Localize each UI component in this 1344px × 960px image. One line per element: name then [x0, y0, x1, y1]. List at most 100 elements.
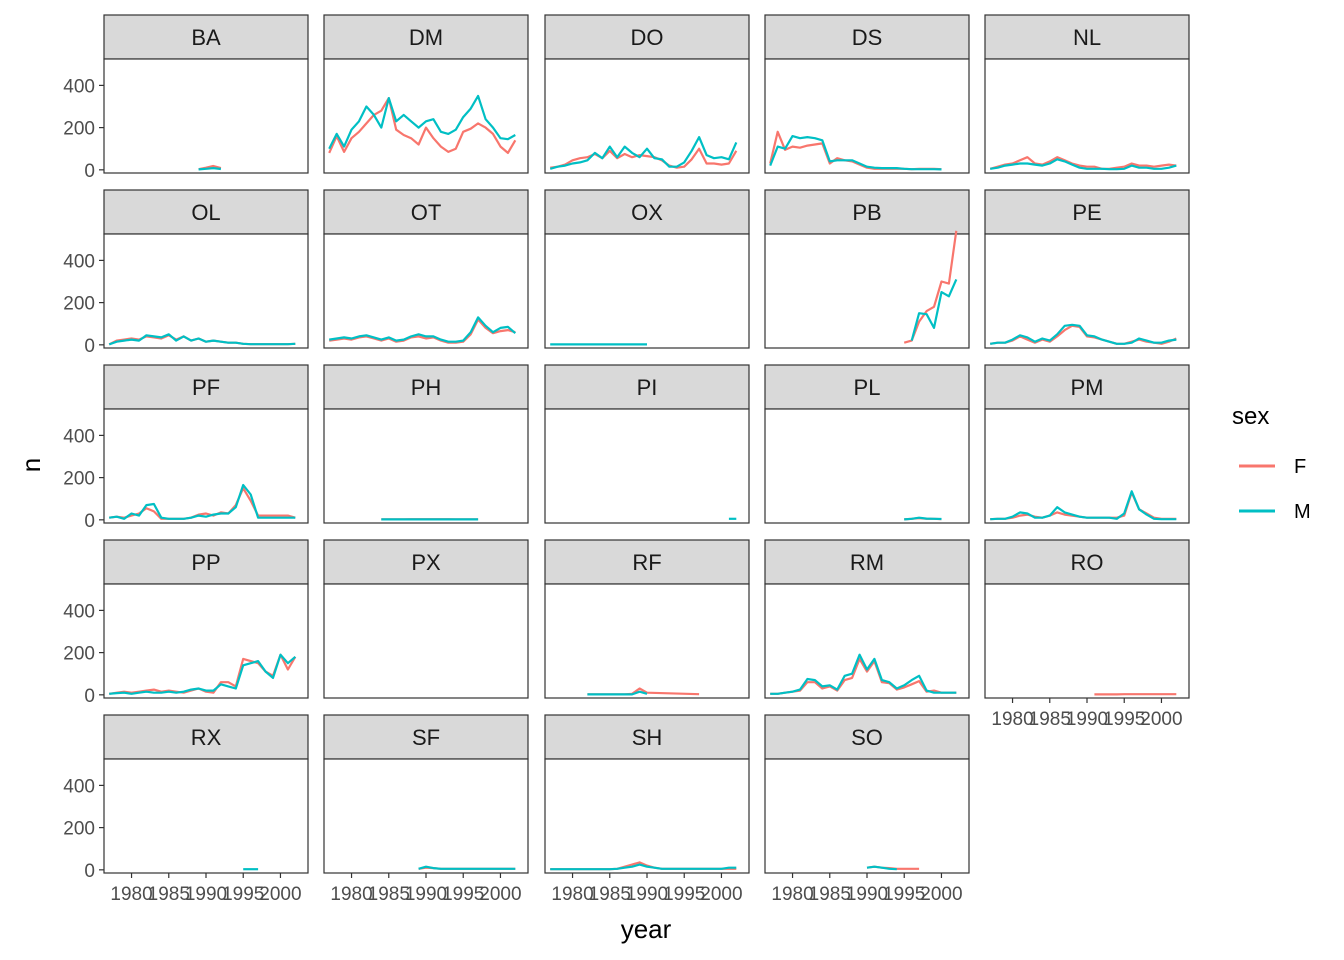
legend-title: sex — [1232, 403, 1269, 430]
facet-strip — [544, 364, 750, 410]
x-tick-label: 1990 — [1066, 709, 1108, 730]
x-tick-label: 2000 — [700, 884, 742, 905]
facet-panel-pi: PI — [544, 364, 750, 524]
y-tick-label: 400 — [63, 426, 95, 447]
x-tick-label: 1980 — [991, 709, 1033, 730]
y-tick-label: 0 — [84, 861, 95, 882]
facet-strip-label: DM — [409, 25, 443, 50]
facet-panel-pp: PP 0 200 400 — [63, 539, 309, 707]
facet-panel-pe: PE — [984, 189, 1190, 349]
legend: sex F M — [1232, 403, 1311, 523]
y-tick-label: 200 — [63, 469, 95, 490]
series-line-m — [549, 136, 738, 170]
x-tick-label: 1980 — [551, 884, 593, 905]
x-tick-label: 1980 — [330, 884, 372, 905]
facet-strip-label: PX — [411, 550, 441, 575]
facet-panels: BA 0 200 400 DM DO DS NL OL 0 200 400 OT OX PB PE PF 0 200… — [63, 14, 1190, 905]
facet-panel-pf: PF 0 200 400 — [63, 364, 309, 532]
y-tick-label: 0 — [84, 161, 95, 182]
series-line-m — [769, 135, 942, 171]
facet-strip — [323, 364, 529, 410]
facet-strip — [764, 14, 970, 60]
facet-panel-do: DO — [544, 14, 750, 174]
facet-plot-area — [103, 758, 309, 874]
series-line-m — [770, 653, 957, 695]
facet-strip — [103, 189, 309, 235]
facet-strip-label: RX — [191, 725, 222, 750]
facet-strip — [103, 364, 309, 410]
facet-strip — [323, 714, 529, 760]
facet-strip-label: DO — [631, 25, 664, 50]
y-tick-label: 400 — [63, 776, 95, 797]
x-tick-label: 1985 — [589, 884, 631, 905]
facet-plot-area — [764, 583, 970, 699]
facet-strip-label: NL — [1073, 25, 1101, 50]
x-tick-label: 2000 — [1140, 709, 1182, 730]
x-axis-title: year — [621, 914, 672, 944]
series-line-f — [989, 156, 1177, 170]
facet-panel-ba: BA 0 200 400 — [63, 14, 309, 182]
facet-strip — [984, 14, 1190, 60]
x-tick-label: 1985 — [368, 884, 410, 905]
facet-strip-label: PH — [411, 375, 442, 400]
series-line-m — [109, 483, 296, 520]
facet-plot-area — [984, 233, 1190, 349]
facet-strip-label: PB — [852, 200, 881, 225]
facet-panel-ds: DS — [764, 14, 970, 174]
x-tick-label: 1980 — [110, 884, 152, 905]
facet-panel-px: PX — [323, 539, 529, 699]
y-tick-label: 200 — [63, 819, 95, 840]
series-line-m — [866, 865, 897, 871]
x-tick-label: 1995 — [883, 884, 925, 905]
x-tick-label: 1995 — [1103, 709, 1145, 730]
x-tick-label: 1990 — [846, 884, 888, 905]
facet-strip-label: DS — [852, 25, 883, 50]
series-line-m — [418, 865, 516, 870]
x-tick-label: 2000 — [259, 884, 301, 905]
y-tick-label: 200 — [63, 119, 95, 140]
facet-plot-area — [323, 233, 529, 349]
series-line-m — [904, 516, 942, 521]
y-tick-label: 400 — [63, 76, 95, 97]
facet-strip — [764, 539, 970, 585]
legend-label-m: M — [1294, 501, 1311, 523]
series-line-m — [328, 94, 516, 150]
facet-strip-label: OL — [191, 200, 220, 225]
facet-panel-pm: PM — [984, 364, 1190, 524]
x-tick-label: 2000 — [479, 884, 521, 905]
y-tick-label: 200 — [63, 644, 95, 665]
facet-plot-area — [323, 58, 529, 174]
facet-strip-label: SF — [412, 725, 440, 750]
facet-plot-area — [103, 58, 309, 174]
facet-plot-area — [764, 408, 970, 524]
facet-panel-ox: OX — [544, 189, 750, 349]
facet-strip — [764, 189, 970, 235]
facet-plot-area — [544, 758, 750, 874]
facet-plot-area — [103, 233, 309, 349]
facet-panel-dm: DM — [323, 14, 529, 174]
facet-plot-area — [323, 758, 529, 874]
facet-strip-label: SH — [632, 725, 663, 750]
facet-strip-label: RM — [850, 550, 884, 575]
facet-strip — [544, 14, 750, 60]
facet-strip-label: OT — [411, 200, 442, 225]
series-line-m — [990, 323, 1177, 345]
y-tick-label: 0 — [84, 336, 95, 357]
y-tick-label: 0 — [84, 511, 95, 532]
y-tick-label: 200 — [63, 294, 95, 315]
facet-plot-area — [764, 58, 970, 174]
facet-strip-label: SO — [851, 725, 883, 750]
facet-strip-label: PF — [192, 375, 220, 400]
facet-strip-label: PM — [1071, 375, 1104, 400]
series-line-m — [108, 333, 296, 346]
facet-strip — [764, 714, 970, 760]
x-tick-label: 1990 — [626, 884, 668, 905]
facet-plot-area — [984, 58, 1190, 174]
x-tick-label: 1990 — [405, 884, 447, 905]
series-line-f — [328, 96, 517, 154]
facet-strip-label: RO — [1071, 550, 1104, 575]
